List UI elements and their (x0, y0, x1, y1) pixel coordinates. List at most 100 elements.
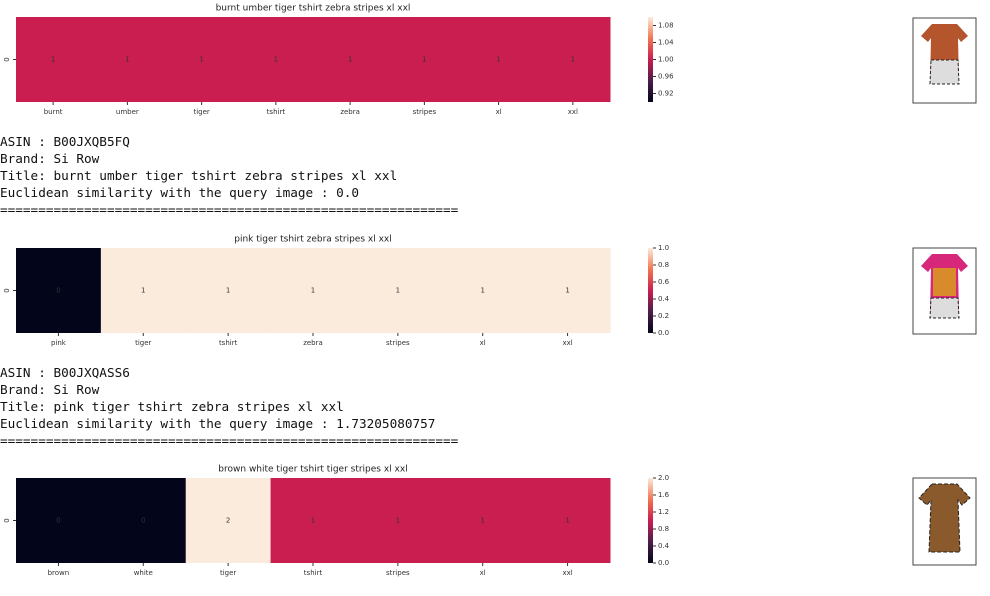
cell-label: 0 (56, 517, 60, 525)
colorbar-tick-label: 0.2 (658, 312, 669, 320)
heatmap-cell (535, 17, 611, 102)
info-line: Euclidean similarity with the query imag… (0, 416, 435, 431)
cell-label: 1 (125, 56, 129, 64)
colorbar (648, 17, 653, 102)
x-tick-label: tshirt (304, 569, 323, 577)
heatmap-cell (16, 478, 102, 563)
colorbar-tick-label: 0.92 (658, 90, 674, 98)
heatmap-cell (185, 478, 272, 563)
x-tick-label: tshirt (219, 339, 238, 347)
heatmap-cell (238, 17, 314, 102)
heatmap-cell (440, 248, 526, 333)
cell-label: 1 (226, 287, 230, 295)
colorbar-tick-label: 1.2 (658, 508, 669, 516)
cell-label: 1 (348, 56, 352, 64)
x-tick-label: xxl (568, 108, 578, 116)
heatmap-cell (355, 478, 441, 563)
heatmap-cell (100, 248, 187, 333)
x-tick-label: umber (116, 108, 139, 116)
product-image (912, 477, 977, 566)
product-image (912, 17, 977, 104)
cell-label: 1 (565, 287, 569, 295)
heatmap-title: brown white tiger tshirt tiger stripes x… (218, 465, 407, 475)
cell-label: 0 (56, 287, 60, 295)
info-line: Brand: Si Row (0, 151, 100, 166)
colorbar-tick-label: 0.0 (658, 559, 669, 567)
colorbar-tick-label: 1.6 (658, 491, 670, 499)
row-label: 0 (3, 518, 11, 522)
heatmap-cell (313, 17, 388, 102)
colorbar-tick-label: 1.04 (658, 39, 674, 47)
colorbar-tick-label: 0.96 (658, 73, 674, 81)
x-tick-label: xxl (562, 339, 572, 347)
x-tick-label: zebra (303, 339, 323, 347)
x-tick-label: stripes (386, 339, 410, 347)
cell-label: 1 (199, 56, 203, 64)
x-tick-label: burnt (44, 108, 63, 116)
colorbar-tick-label: 0.4 (658, 542, 670, 550)
x-tick-label: xl (480, 569, 486, 577)
x-tick-label: xl (496, 108, 502, 116)
heatmap-cell (16, 17, 91, 102)
cell-label: 1 (480, 287, 484, 295)
info-line: Euclidean similarity with the query imag… (0, 185, 359, 200)
heatmap-cell (164, 17, 240, 102)
cell-label: 1 (311, 517, 315, 525)
row-label: 0 (3, 57, 11, 61)
info-line: ========================================… (0, 433, 459, 448)
x-tick-label: tiger (135, 339, 151, 347)
colorbar-tick-label: 0.4 (658, 295, 670, 303)
x-tick-label: tshirt (267, 108, 286, 116)
x-tick-label: white (134, 569, 153, 577)
cell-label: 1 (496, 56, 500, 64)
heatmap-cell (185, 248, 272, 333)
row-label: 0 (3, 288, 11, 292)
info-line: ASIN : B00JXQASS6 (0, 365, 130, 380)
cell-label: 2 (226, 517, 230, 525)
heatmap-cell (270, 478, 356, 563)
x-tick-label: tiger (220, 569, 236, 577)
info-line: Title: pink tiger tshirt zebra stripes x… (0, 399, 344, 414)
info-line: Title: burnt umber tiger tshirt zebra st… (0, 168, 397, 183)
heatmap-cell (16, 248, 102, 333)
x-tick-label: zebra (340, 108, 360, 116)
colorbar-tick-label: 0.6 (658, 278, 670, 286)
cell-label: 1 (565, 517, 569, 525)
x-tick-label: xxl (562, 569, 572, 577)
colorbar-tick-label: 2.0 (658, 474, 669, 482)
cell-label: 0 (141, 517, 145, 525)
heatmap-cell (90, 17, 165, 102)
cell-label: 1 (422, 56, 426, 64)
x-tick-label: tiger (193, 108, 209, 116)
heatmap-cell (525, 248, 611, 333)
colorbar-tick-label: 0.8 (658, 261, 669, 269)
colorbar-tick-label: 1.08 (658, 22, 674, 30)
colorbar-tick-label: 1.0 (658, 244, 669, 252)
product-image (912, 247, 977, 335)
cell-label: 1 (480, 517, 484, 525)
colorbar-tick-label: 0.0 (658, 329, 669, 337)
heatmap-cell (270, 248, 356, 333)
cell-label: 1 (396, 517, 400, 525)
info-line: ========================================… (0, 202, 459, 217)
heatmap-title: burnt umber tiger tshirt zebra stripes x… (216, 4, 411, 14)
cell-label: 1 (396, 287, 400, 295)
colorbar-tick-label: 1.00 (658, 56, 674, 64)
cell-label: 1 (274, 56, 278, 64)
x-tick-label: stripes (386, 569, 410, 577)
x-tick-label: stripes (413, 108, 437, 116)
heatmap-cell (387, 17, 462, 102)
heatmap-cell (100, 478, 187, 563)
cell-label: 1 (141, 287, 145, 295)
cell-label: 1 (311, 287, 315, 295)
heatmap-title: pink tiger tshirt zebra stripes xl xxl (234, 235, 391, 245)
info-line: ASIN : B00JXQB5FQ (0, 134, 130, 149)
x-tick-label: xl (480, 339, 486, 347)
heatmap-cell (525, 478, 611, 563)
heatmap-cell (461, 17, 537, 102)
heatmap-cell (355, 248, 441, 333)
cell-label: 1 (571, 56, 575, 64)
x-tick-label: pink (51, 339, 67, 347)
info-line: Brand: Si Row (0, 382, 100, 397)
